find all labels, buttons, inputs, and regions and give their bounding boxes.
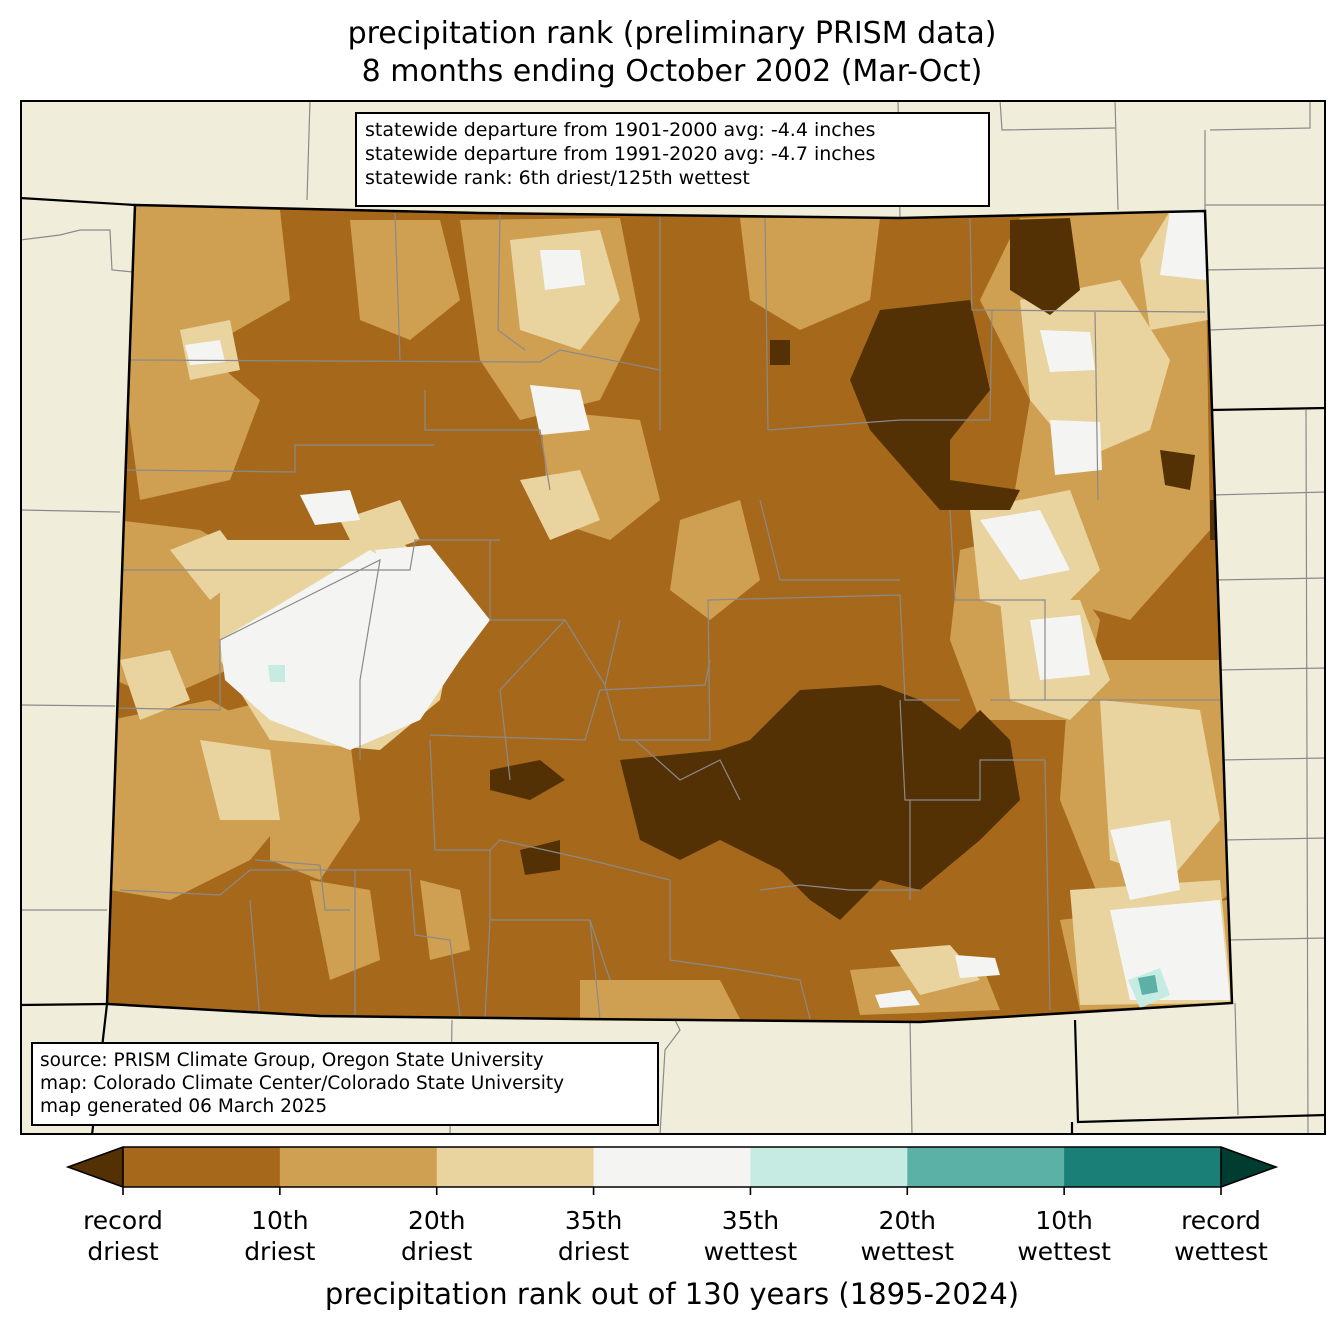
colorbar: [65, 1146, 1279, 1195]
map-title-line2: 8 months ending October 2002 (Mar-Oct): [361, 54, 983, 89]
colorbar-tick-label: record wettest: [1141, 1205, 1301, 1267]
source-credit-box: source: PRISM Climate Group, Oregon Stat…: [31, 1042, 659, 1126]
tick-label-rank: 20th: [407, 1206, 466, 1235]
source-generated-date: map generated 06 March 2025: [40, 1096, 328, 1117]
tick-label-category: wettest: [1174, 1237, 1268, 1266]
colorbar-segment: [279, 1147, 438, 1187]
colorbar-tick-label: 10th wettest: [984, 1205, 1144, 1267]
tick-label-category: wettest: [703, 1237, 798, 1266]
precip-rank-field: [107, 205, 1232, 1022]
tick-label-category: wettest: [1017, 1237, 1111, 1266]
colorbar-tick-label: 10th driest: [200, 1205, 360, 1267]
tick-label-category: driest: [87, 1237, 159, 1266]
colorbar-segment: [436, 1147, 595, 1187]
tick-label-rank: 10th: [1035, 1206, 1093, 1235]
colorbar-tick-label: 20th wettest: [827, 1205, 987, 1267]
tick-label-rank: 20th: [878, 1206, 937, 1235]
colorbar-segment: [1064, 1147, 1222, 1187]
tick-label-rank: 35th: [564, 1206, 623, 1235]
colorado-state-border: [105, 203, 1234, 1024]
colorbar-segment: [907, 1147, 1065, 1187]
tick-label-category: wettest: [860, 1237, 955, 1266]
colorbar-tick-label: 35th wettest: [670, 1205, 830, 1267]
colorbar-segment: [750, 1147, 908, 1187]
colorbar-tick-label: 20th driest: [357, 1205, 517, 1267]
colorbar-label: precipitation rank out of 130 years (189…: [324, 1277, 1020, 1311]
colorbar-record-driest-arrow: [68, 1147, 123, 1187]
tick-label-rank: record: [83, 1206, 163, 1235]
stats-statewide-rank: statewide rank: 6th driest/125th wettest: [365, 167, 750, 189]
colorbar-segment: [123, 1147, 281, 1187]
source-prism: source: PRISM Climate Group, Oregon Stat…: [40, 1050, 544, 1071]
source-map-credit: map: Colorado Climate Center/Colorado St…: [40, 1073, 565, 1094]
stats-departure-1991-2020: statewide departure from 1991-2020 avg: …: [365, 143, 876, 165]
statewide-stats-box: statewide departure from 1901-2000 avg: …: [355, 112, 990, 207]
map-title-line1: precipitation rank (preliminary PRISM da…: [347, 16, 997, 51]
stats-departure-1901-2000: statewide departure from 1901-2000 avg: …: [365, 119, 876, 141]
tick-label-category: driest: [557, 1237, 630, 1266]
colorbar-segment: [593, 1147, 751, 1187]
colorbar-tick-label: 35th driest: [514, 1205, 674, 1267]
colorbar-record-wettest-arrow: [1221, 1147, 1276, 1187]
tick-label-category: driest: [244, 1237, 316, 1266]
tick-label-rank: 10th: [251, 1206, 309, 1235]
tick-label-category: driest: [401, 1237, 473, 1266]
colorbar-tick-label: record driest: [43, 1205, 203, 1267]
tick-label-rank: record: [1181, 1206, 1261, 1235]
map-frame-border: [20, 100, 1326, 1135]
tick-label-rank: 35th: [721, 1206, 780, 1235]
map-panel: [20, 100, 1326, 1135]
